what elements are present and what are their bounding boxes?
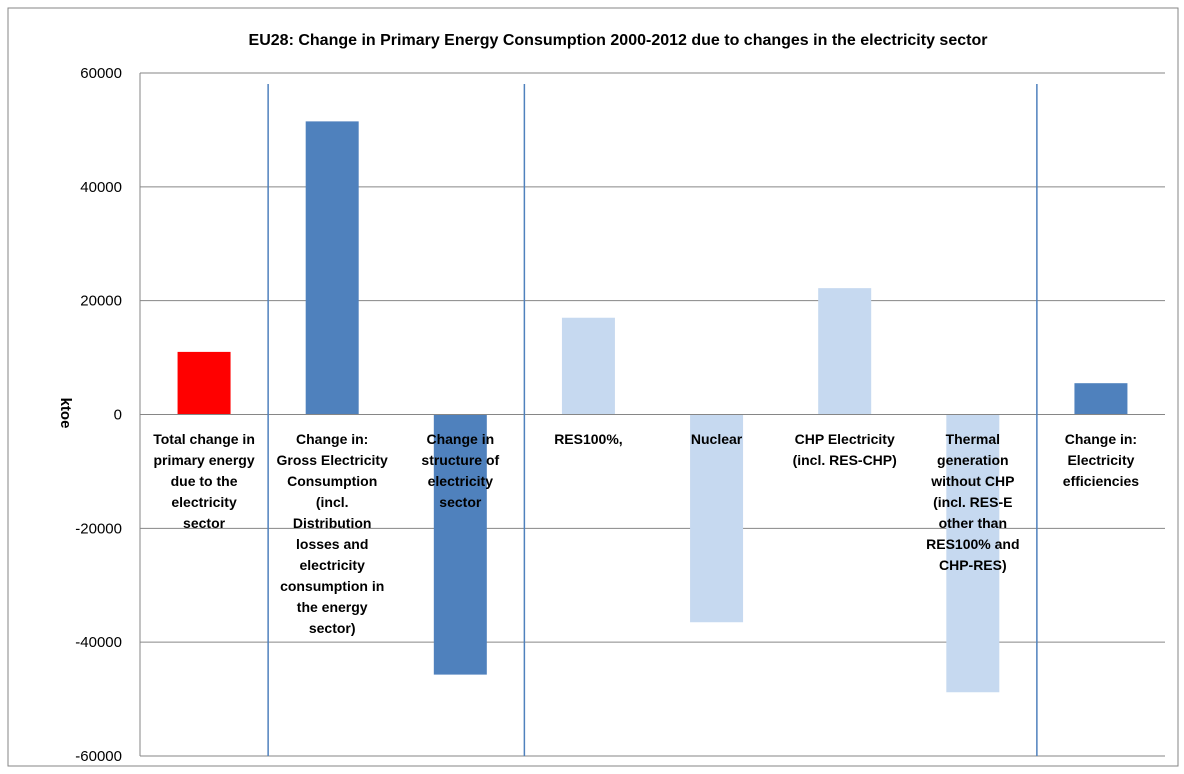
category-label: sector bbox=[439, 494, 482, 510]
category-labels: Total change in primary energy due to the e… bbox=[153, 431, 1139, 636]
y-axis-ticks: 60000 40000 20000 0 -20000 -40000 -60000 bbox=[75, 65, 122, 765]
category-label: losses and bbox=[296, 536, 368, 552]
separators bbox=[267, 84, 1038, 756]
y-tick-label: 0 bbox=[114, 407, 122, 424]
category-label: other than bbox=[939, 515, 1007, 531]
category-label: Consumption bbox=[287, 473, 377, 489]
bar bbox=[690, 414, 744, 623]
category-label: Gross Electricity bbox=[277, 452, 388, 468]
y-tick-label: 20000 bbox=[80, 293, 122, 310]
y-tick-label: 60000 bbox=[80, 65, 122, 82]
bar bbox=[177, 351, 231, 415]
category-label: Total change in bbox=[153, 431, 255, 447]
category-label: CHP-RES) bbox=[939, 557, 1007, 573]
category-label: CHP Electricity bbox=[795, 431, 895, 447]
category-label: Distribution bbox=[293, 515, 372, 531]
y-tick-label: 40000 bbox=[80, 179, 122, 196]
y-tick-label: -60000 bbox=[75, 748, 122, 765]
category-label: the energy bbox=[297, 599, 368, 615]
bar bbox=[946, 414, 1000, 693]
category-label: Thermal bbox=[946, 431, 1000, 447]
category-label: electricity bbox=[300, 557, 366, 573]
category-label: due to the bbox=[171, 473, 238, 489]
category-label: sector) bbox=[309, 620, 356, 636]
category-label: (incl. bbox=[316, 494, 349, 510]
category-label: sector bbox=[183, 515, 226, 531]
category-label: generation bbox=[937, 452, 1009, 468]
category-label: without CHP bbox=[930, 473, 1014, 489]
y-tick-label: -20000 bbox=[75, 520, 122, 537]
category-label: RES100%, bbox=[554, 431, 622, 447]
chart-title: EU28: Change in Primary Energy Consumpti… bbox=[249, 32, 988, 49]
y-tick-label: -40000 bbox=[75, 634, 122, 651]
bar bbox=[561, 317, 615, 415]
category-label: (incl. RES-E bbox=[933, 494, 1012, 510]
category-label: efficiencies bbox=[1063, 473, 1139, 489]
axes bbox=[139, 73, 1165, 756]
category-label: primary energy bbox=[153, 452, 254, 468]
category-label: Electricity bbox=[1067, 452, 1134, 468]
category-label: Nuclear bbox=[691, 431, 743, 447]
category-label: Change in: bbox=[296, 431, 368, 447]
bar bbox=[1074, 383, 1128, 415]
category-label: RES100% and bbox=[926, 536, 1019, 552]
bars bbox=[177, 121, 1128, 693]
category-label: Change in: bbox=[1065, 431, 1137, 447]
bar bbox=[305, 121, 359, 415]
bar bbox=[818, 288, 872, 415]
category-label: Change in bbox=[426, 431, 494, 447]
category-label: consumption in bbox=[280, 578, 384, 594]
category-label: (incl. RES-CHP) bbox=[793, 452, 897, 468]
category-label: electricity bbox=[428, 473, 494, 489]
category-label: electricity bbox=[171, 494, 237, 510]
bar bbox=[433, 414, 487, 675]
category-label: structure of bbox=[421, 452, 499, 468]
y-axis-label: ktoe bbox=[57, 398, 74, 429]
